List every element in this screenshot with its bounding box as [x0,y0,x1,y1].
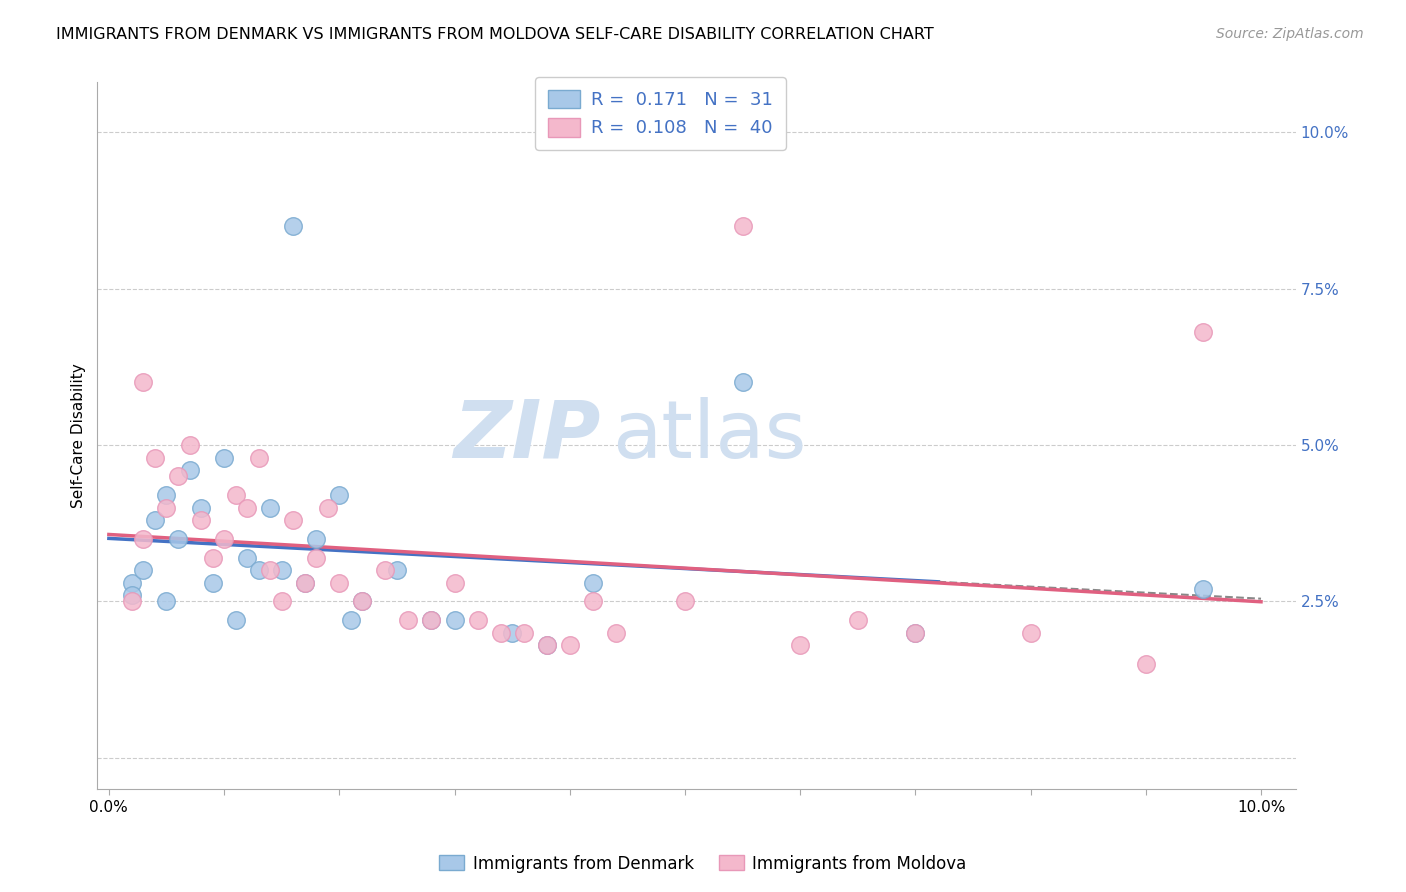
Point [501,625,523,640]
Point [132,563,155,577]
Point [443,575,465,590]
Point [167,469,190,483]
Point [143,513,166,527]
Point [904,625,927,640]
Point [352,594,374,608]
Point [121,575,143,590]
Point [340,613,363,627]
Text: atlas: atlas [613,397,807,475]
Point [328,488,350,502]
Point [789,638,811,652]
Point [143,450,166,465]
Y-axis label: Self-Care Disability: Self-Care Disability [72,363,86,508]
Point [443,613,465,627]
Point [283,219,305,233]
Point [558,638,581,652]
Point [536,638,558,652]
Point [225,488,247,502]
Point [673,594,696,608]
Point [236,550,259,565]
Text: IMMIGRANTS FROM DENMARK VS IMMIGRANTS FROM MOLDOVA SELF-CARE DISABILITY CORRELAT: IMMIGRANTS FROM DENMARK VS IMMIGRANTS FR… [56,27,934,42]
Point [155,500,177,515]
Point [731,219,754,233]
Point [731,376,754,390]
Point [305,550,328,565]
Point [1192,582,1215,596]
Point [270,563,292,577]
Point [1019,625,1042,640]
Point [212,532,235,546]
Point [236,500,259,515]
Point [420,613,443,627]
Point [374,563,396,577]
Point [294,575,316,590]
Point [225,613,247,627]
Point [328,575,350,590]
Legend: R =  0.171   N =  31, R =  0.108   N =  40: R = 0.171 N = 31, R = 0.108 N = 40 [536,77,786,150]
Point [121,588,143,602]
Point [155,594,177,608]
Point [396,613,419,627]
Point [316,500,339,515]
Point [155,488,177,502]
Point [294,575,316,590]
Point [201,550,224,565]
Point [352,594,374,608]
Point [247,450,270,465]
Point [904,625,927,640]
Point [259,500,281,515]
Point [536,638,558,652]
Point [283,513,305,527]
Point [467,613,489,627]
Point [1192,326,1215,340]
Point [605,625,627,640]
Text: ZIP: ZIP [453,397,600,475]
Point [190,500,212,515]
Point [132,532,155,546]
Point [190,513,212,527]
Point [270,594,292,608]
Point [259,563,281,577]
Point [167,532,190,546]
Point [1135,657,1157,671]
Point [582,594,605,608]
Text: Source: ZipAtlas.com: Source: ZipAtlas.com [1216,27,1364,41]
Legend: Immigrants from Denmark, Immigrants from Moldova: Immigrants from Denmark, Immigrants from… [433,848,973,880]
Point [201,575,224,590]
Point [121,594,143,608]
Point [420,613,443,627]
Point [212,450,235,465]
Point [247,563,270,577]
Point [846,613,869,627]
Point [582,575,605,590]
Point [132,376,155,390]
Point [179,463,201,477]
Point [305,532,328,546]
Point [179,438,201,452]
Point [489,625,512,640]
Point [512,625,534,640]
Point [385,563,408,577]
